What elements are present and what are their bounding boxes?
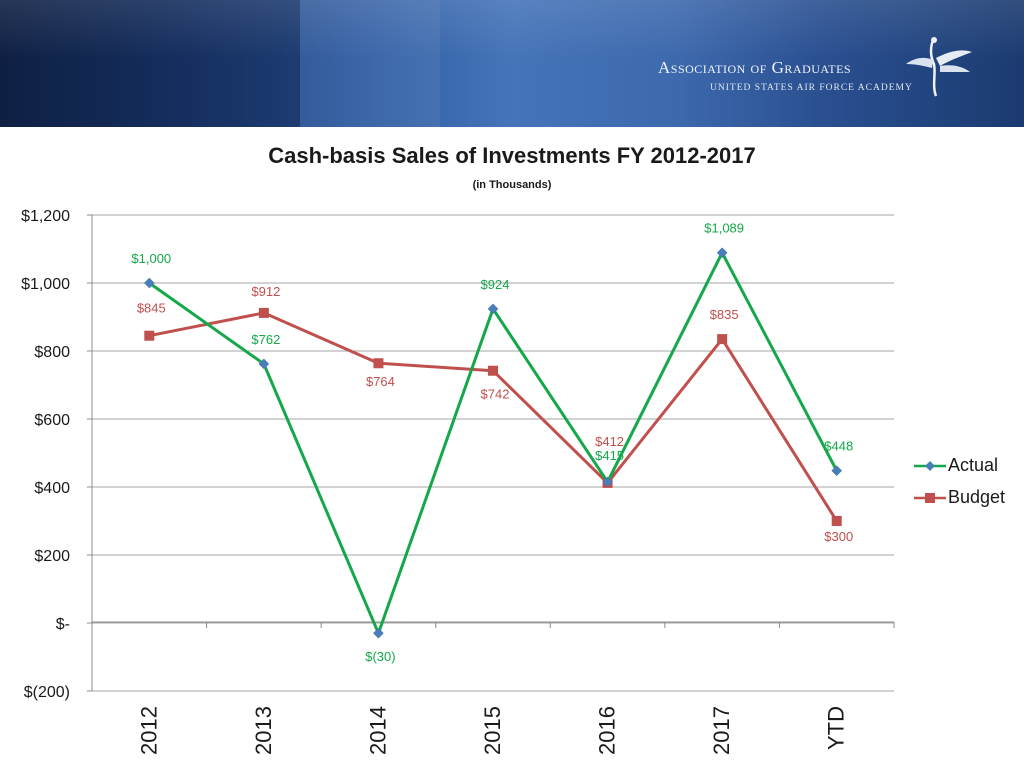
data-label-actual: $1,000	[131, 251, 171, 266]
y-tick-label: $-	[56, 616, 70, 633]
x-tick-label: 2016	[595, 706, 620, 755]
data-label-actual: $448	[824, 439, 853, 454]
x-tick-label: 2013	[251, 706, 276, 755]
data-label-budget: $764	[366, 374, 395, 389]
legend-swatch-budget	[914, 493, 946, 503]
data-label-actual: $762	[251, 332, 280, 347]
point-budget	[488, 365, 498, 376]
y-tick-label: $1,200	[21, 208, 70, 225]
point-actual	[143, 277, 155, 289]
y-tick-label: $400	[34, 480, 70, 497]
point-budget	[831, 516, 842, 526]
data-label-actual: $415	[595, 448, 624, 463]
point-budget	[258, 307, 269, 318]
y-tick-label: $(200)	[24, 684, 70, 701]
point-actual	[258, 358, 270, 370]
x-tick-label: YTD	[824, 706, 849, 750]
y-tick-label: $800	[34, 344, 70, 361]
x-tick-label: 2012	[136, 706, 161, 755]
data-label-budget: $412	[595, 434, 624, 449]
banner-panel-left	[0, 0, 300, 127]
data-label-actual: $924	[481, 277, 510, 292]
banner-sheen	[0, 0, 1024, 60]
x-tick-label: 2014	[365, 706, 390, 755]
y-tick-label: $600	[34, 412, 70, 429]
point-budget	[717, 334, 728, 345]
data-label-budget: $845	[137, 301, 166, 316]
point-actual	[373, 627, 384, 639]
falcon-emblem-icon	[906, 37, 972, 97]
chart-title: Cash-basis Sales of Investments FY 2012-…	[268, 143, 756, 168]
point-actual	[602, 476, 613, 488]
data-label-budget: $742	[481, 387, 510, 402]
data-label-budget: $912	[251, 284, 280, 299]
point-actual	[487, 303, 499, 315]
org-subtitle: UNITED STATES AIR FORCE ACADEMY	[710, 83, 913, 93]
y-tick-label: $1,000	[21, 276, 70, 293]
x-tick-label: 2015	[480, 706, 505, 755]
data-label-budget: $300	[824, 529, 853, 544]
legend-swatch-actual	[914, 461, 946, 471]
point-budget	[144, 330, 155, 341]
banner-panel-mid	[300, 0, 440, 127]
x-tick-label: 2017	[709, 706, 734, 755]
data-label-actual: $(30)	[365, 649, 395, 664]
data-label-budget: $835	[710, 307, 739, 322]
point-actual	[831, 465, 843, 477]
header-banner: Association of Graduates UNITED STATES A…	[0, 0, 1024, 127]
legend-label-budget: Budget	[948, 487, 1006, 507]
chart-subtitle: (in Thousands)	[472, 179, 552, 191]
data-label-actual: $1,089	[704, 221, 744, 236]
y-tick-label: $200	[34, 548, 70, 565]
point-actual	[716, 247, 728, 259]
point-budget	[373, 358, 384, 369]
legend-label-actual: Actual	[948, 455, 999, 475]
org-name: Association of Graduates	[658, 58, 852, 77]
